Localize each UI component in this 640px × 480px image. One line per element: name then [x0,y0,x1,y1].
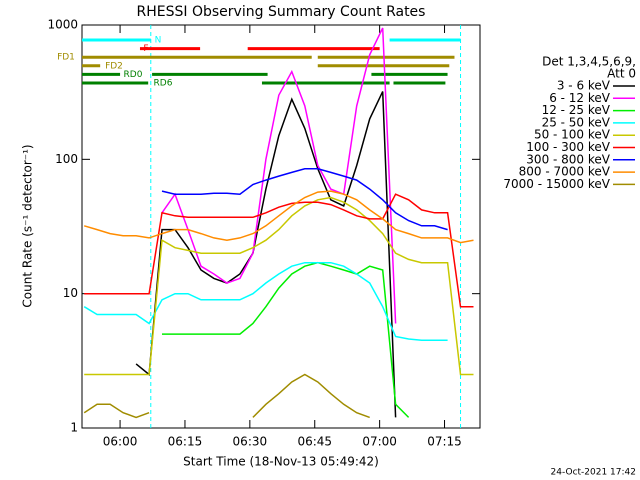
legend-label: 100 - 300 keV [526,140,610,154]
plot-frame [81,24,481,429]
legend-label: 3 - 6 keV [557,79,611,93]
series-line [161,27,397,324]
x-tick-label: 07:15 [427,435,462,449]
series-line [84,196,474,376]
flag-label: RD6 [154,79,173,89]
chart-title: RHESSI Observing Summary Count Rates [137,4,426,20]
flag-label: FD2 [105,61,123,71]
flag-label: FD1 [57,53,75,63]
legend-label: 12 - 25 keV [542,103,611,117]
series-line [161,168,448,231]
x-tick-label: 06:15 [168,435,203,449]
series-line [83,403,150,419]
legend-label: 800 - 7000 keV [519,165,611,179]
x-tick-label: 06:00 [103,435,138,449]
legend-label: 6 - 12 keV [549,91,611,105]
y-tick-label: 1 [70,421,78,435]
legend-label: 25 - 50 keV [542,115,611,129]
legend-label: 50 - 100 keV [534,128,611,142]
y-tick-label: 10 [63,286,78,300]
series-line [83,261,448,342]
series-line [135,91,397,418]
legend-title: Att 0 [607,67,636,81]
flag-label: RD0 [124,70,143,80]
flag-label: N [155,36,162,46]
legend-label: 300 - 800 keV [526,152,610,166]
y-tick-label: 1000 [47,18,78,32]
y-tick-label: 100 [55,152,78,166]
flag-label: F [143,44,148,54]
x-tick-label: 07:00 [362,435,397,449]
legend-title: Det 1,3,4,5,6,9, [542,55,636,69]
x-tick-label: 06:30 [233,435,268,449]
footer: 24-Oct-2021 17:42 [551,468,636,478]
series-line [162,261,410,418]
series-line [84,193,474,308]
y-axis-label: Count Rate (s⁻¹ detector⁻¹) [21,144,35,307]
x-tick-label: 06:45 [297,435,332,449]
series-line [83,190,474,244]
x-axis-label: Start Time (18-Nov-13 05:49:42) [183,455,379,469]
series-line [252,373,370,419]
legend-label: 7000 - 15000 keV [503,177,610,191]
